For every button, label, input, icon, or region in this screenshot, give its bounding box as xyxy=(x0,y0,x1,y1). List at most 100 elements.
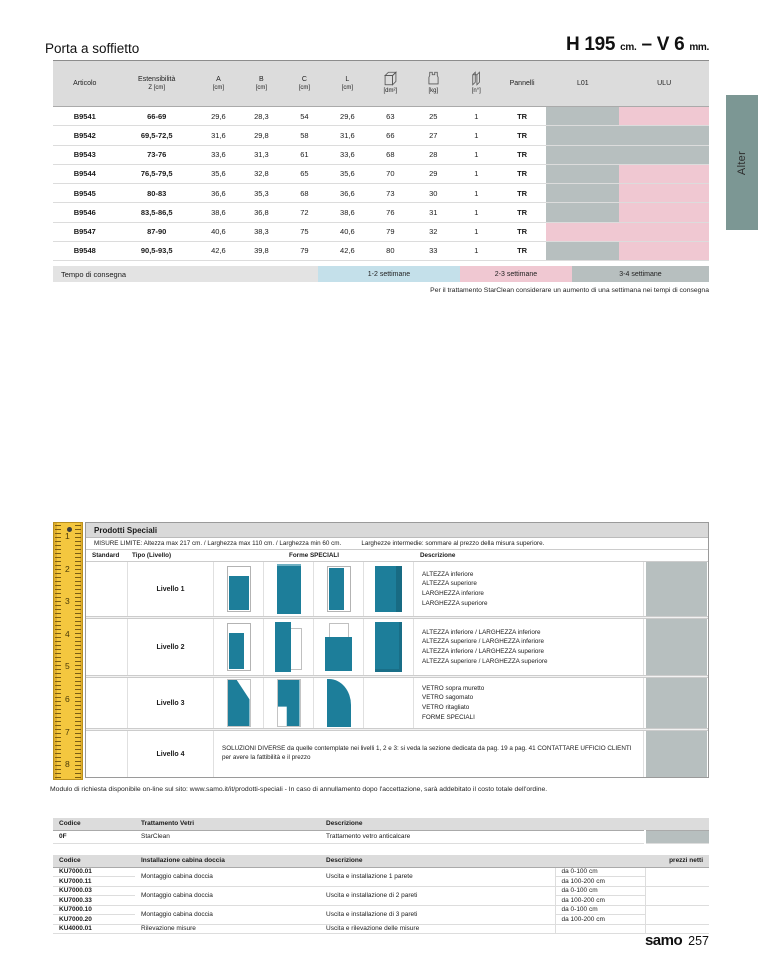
install-row: KU7000.11 da 100-200 cm xyxy=(53,876,709,887)
table-row: B9546 83,5-86,5 38,6 36,8 72 38,6 76 31 … xyxy=(53,203,709,223)
estensibilita-value: 76,5-79,5 xyxy=(140,169,173,179)
range-value: da 0-100 cm xyxy=(554,905,645,915)
l-value: 38,6 xyxy=(340,207,355,217)
articolo-value: B9548 xyxy=(73,246,96,256)
n-value: 1 xyxy=(474,227,479,237)
descrizione-value: Uscita e installazione di 2 pareti xyxy=(320,886,555,906)
row-separator xyxy=(86,728,708,731)
articolo-value: B9547 xyxy=(73,227,96,237)
shape-cell xyxy=(264,619,314,675)
l-value: 33,6 xyxy=(340,150,355,160)
col-pannelli: Pannelli xyxy=(509,79,535,87)
trattamento-value: StarClean xyxy=(135,830,320,844)
product-rows: B9541 66-69 29,6 28,3 54 29,6 63 25 1 TR… xyxy=(53,107,709,261)
codice-value: KU7000.03 xyxy=(53,886,135,896)
shape-altezza-inf-larghezza-inf-icon xyxy=(226,623,251,671)
pannelli-value: TR xyxy=(517,111,528,121)
l01-cell xyxy=(546,203,620,222)
shape-altezza-inf-larghezza-sup-icon xyxy=(325,623,352,671)
page-number: 257 xyxy=(688,934,709,948)
col-standard: Standard xyxy=(92,552,120,559)
l-value: 29,6 xyxy=(340,111,355,121)
price-cell xyxy=(644,830,709,844)
kg-value: 30 xyxy=(429,188,438,198)
prodotti-column-headers: Standard Tipo (Livello) Forme SPECIALI D… xyxy=(86,550,708,562)
kg-value: 28 xyxy=(429,150,438,160)
shape-vetro-sopra-muretto-icon xyxy=(226,679,251,727)
n-value: 1 xyxy=(474,111,479,121)
dm2-value: 80 xyxy=(386,246,395,256)
product-table-header: Articolo Estensibilità Z [cm] A [cm] B [… xyxy=(53,61,709,107)
ulu-cell xyxy=(619,184,709,203)
livello-2-desc: ALTEZZA inferiore / LARGHEZZA inferiore … xyxy=(414,619,644,675)
shape-larghezza-inferiore-icon xyxy=(326,566,351,612)
range-value: da 0-100 cm xyxy=(554,867,645,877)
articolo-value: B9543 xyxy=(73,150,96,160)
codice-value: KU7000.20 xyxy=(53,914,135,925)
n-value: 1 xyxy=(474,150,479,160)
col-codice: Codice xyxy=(53,855,135,868)
range-value: da 0-100 cm xyxy=(554,886,645,896)
dm2-value: 63 xyxy=(386,111,395,121)
page-footer: samo 257 xyxy=(645,932,709,949)
kg-value: 31 xyxy=(429,207,438,217)
installazione-value: Montaggio cabina doccia xyxy=(135,867,320,887)
col-kg: [kg] xyxy=(412,61,455,106)
descrizione-value: Uscita e installazione di 3 pareti xyxy=(320,905,555,925)
ruler-number: 2 xyxy=(65,563,70,574)
standard-cell xyxy=(86,731,128,777)
table-row: B9542 69,5-72,5 31,6 29,8 58 31,6 66 27 … xyxy=(53,126,709,146)
standard-cell xyxy=(86,562,128,616)
a-value: 36,6 xyxy=(211,188,226,198)
shape-altezza-superiore-icon xyxy=(276,564,301,614)
n-value: 1 xyxy=(474,169,479,179)
misure-limite-text: MISURE LIMITE: Altezza max 217 cm. / Lar… xyxy=(94,540,342,547)
col-a: A [cm] xyxy=(212,75,225,92)
kg-value: 29 xyxy=(429,169,438,179)
livello-3-price-cell xyxy=(644,678,707,728)
l-value: 35,6 xyxy=(340,169,355,179)
ruler-number: 6 xyxy=(65,694,70,704)
estensibilita-value: 66-69 xyxy=(147,111,167,121)
thickness-value: V 6 xyxy=(656,34,685,55)
panels-icon xyxy=(472,71,480,87)
shape-altezza-sup-larghezza-inf-icon xyxy=(275,622,302,672)
ulu-cell xyxy=(619,107,709,126)
codice-value: KU7000.01 xyxy=(53,867,135,877)
col-descrizione: Descrizione xyxy=(320,818,645,831)
install-row: KU4000.01 Rilevazione misure Uscita e rile… xyxy=(53,924,710,934)
ruler-number: 5 xyxy=(65,661,70,672)
livello-2-shapes xyxy=(214,619,414,675)
dm2-value: 76 xyxy=(386,207,395,217)
delivery-time-label: Tempo di consegna xyxy=(53,266,318,282)
page-title: Porta a soffietto xyxy=(45,41,140,56)
price-cell xyxy=(644,886,710,906)
c-value: 79 xyxy=(300,246,309,256)
articolo-value: B9541 xyxy=(73,111,96,121)
codice-value: 0F xyxy=(53,830,135,844)
livello-3-desc: VETRO sopra muretto VETRO sagomato VETRO… xyxy=(414,678,644,728)
c-value: 58 xyxy=(300,130,309,140)
livello-1-desc: ALTEZZA inferiore ALTEZZA superiore LARG… xyxy=(414,562,644,616)
livello-2-row: Livello 2 ALTEZZA inferiore / LARGHEZZA … xyxy=(86,619,708,675)
col-descrizione: Descrizione xyxy=(420,552,456,559)
livello-2-label: Livello 2 xyxy=(128,619,214,675)
shape-cell xyxy=(264,678,314,728)
b-value: 31,3 xyxy=(254,150,269,160)
dm2-value: 79 xyxy=(386,227,395,237)
trattamento-vetri-table: Codice Trattamento Vetri Descrizione 0F … xyxy=(53,818,709,844)
install-row: KU7000.33 da 100-200 cm xyxy=(53,895,709,906)
kg-value: 25 xyxy=(429,111,438,121)
samo-logo: samo xyxy=(644,932,683,949)
ulu-cell xyxy=(619,203,709,222)
col-c: C [cm] xyxy=(298,75,311,92)
dm2-value: 73 xyxy=(386,188,395,198)
codice-value: KU7000.33 xyxy=(53,895,135,906)
b-value: 36,8 xyxy=(254,207,269,217)
articolo-value: B9542 xyxy=(73,130,96,140)
pannelli-value: TR xyxy=(517,227,528,237)
shape-cell xyxy=(364,562,414,616)
col-forme-speciali: Forme SPECIALI xyxy=(288,552,340,559)
a-value: 40,6 xyxy=(211,227,226,237)
installazione-value: Rilevazione misure xyxy=(135,924,320,934)
